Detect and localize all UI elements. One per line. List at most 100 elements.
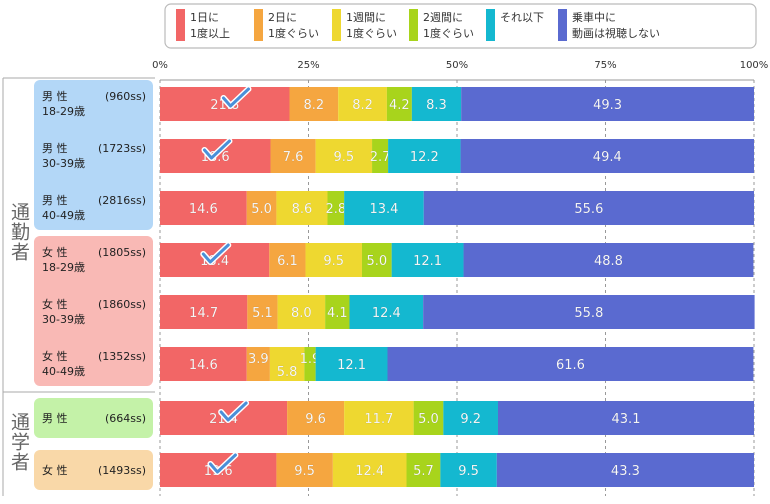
bar-segment xyxy=(406,453,441,487)
bar-segment xyxy=(327,191,345,225)
bar-value-label: 49.3 xyxy=(593,98,622,113)
bar-segment xyxy=(246,191,277,225)
legend-label: 1週間に xyxy=(346,11,386,24)
bar-segment xyxy=(247,295,278,329)
bar-value-label: 48.8 xyxy=(594,254,623,269)
category-age: 18-29歳 xyxy=(42,105,85,118)
bar-value-label: 14.6 xyxy=(189,202,218,217)
category-label: 男 性 xyxy=(42,411,68,425)
bar-value-label: 43.1 xyxy=(612,412,641,427)
bar-value-label: 12.2 xyxy=(410,150,439,165)
legend-label: それ以下 xyxy=(500,11,544,24)
legend-label: 1度以上 xyxy=(190,26,230,40)
bar-segment xyxy=(411,87,462,121)
legend-label: 1日に xyxy=(190,11,219,24)
legend-label: 1度ぐらい xyxy=(346,26,397,40)
check-icon xyxy=(219,401,248,422)
bar-segment xyxy=(315,347,388,381)
bar-value-label: 4.1 xyxy=(327,306,348,321)
x-tick-label: 75% xyxy=(594,60,616,71)
bar-segment xyxy=(305,243,362,277)
legend-label: 1度ぐらい xyxy=(423,26,474,40)
bar-segment xyxy=(304,347,316,381)
bar-value-label: 5.8 xyxy=(277,365,298,380)
category-sample-size: (1723ss) xyxy=(98,142,146,155)
bar-segment xyxy=(496,453,754,487)
category-sample-size: (1352ss) xyxy=(98,350,146,363)
bar-value-label: 13.4 xyxy=(369,202,398,217)
category-label: 女 性 xyxy=(42,463,68,477)
x-tick-label: 0% xyxy=(152,60,168,71)
bar-value-label: 9.2 xyxy=(460,412,481,427)
bar-segment xyxy=(387,347,754,381)
category-box xyxy=(34,398,153,438)
bar-segment xyxy=(344,401,414,435)
bar-value-label: 9.6 xyxy=(305,412,326,427)
check-icon xyxy=(202,139,231,160)
category-age: 18-29歳 xyxy=(42,261,85,274)
x-tick-label: 50% xyxy=(446,60,468,71)
bar-value-label: 2.8 xyxy=(325,202,346,217)
bar-value-label: 9.5 xyxy=(294,464,315,479)
bar-segment xyxy=(463,243,754,277)
bar-segment xyxy=(160,347,247,381)
bar-segment xyxy=(388,139,461,173)
check-icon xyxy=(201,243,230,264)
legend-label: 動画は視聴しない xyxy=(572,26,660,40)
bar-segment xyxy=(325,295,350,329)
category-age: 30-39歳 xyxy=(42,313,85,326)
bar-value-label: 5.1 xyxy=(252,306,273,321)
bar-segment xyxy=(344,191,424,225)
bar-value-label: 2.7 xyxy=(370,150,391,165)
category-age: 40-49歳 xyxy=(42,365,85,378)
bar-value-label: 5.0 xyxy=(418,412,439,427)
bar-value-label: 55.6 xyxy=(574,202,603,217)
bar-value-label: 7.6 xyxy=(283,150,304,165)
bar-value-label: 5.0 xyxy=(366,254,387,269)
bar-segment xyxy=(372,139,389,173)
bar-value-label: 8.0 xyxy=(291,306,312,321)
legend-label: 2日に xyxy=(268,11,297,24)
bar-value-label: 12.1 xyxy=(413,254,442,269)
bar-value-label: 8.2 xyxy=(304,98,325,113)
legend-swatch xyxy=(558,9,567,41)
bar-segment xyxy=(332,453,407,487)
bar-segment xyxy=(269,347,305,381)
bar-value-label: 12.4 xyxy=(372,306,401,321)
bar-value-label: 3.9 xyxy=(248,352,269,367)
bar-segment xyxy=(386,87,412,121)
bar-segment xyxy=(461,87,754,121)
bar-value-label: 43.3 xyxy=(611,464,640,479)
bar-segment xyxy=(338,87,387,121)
bar-segment xyxy=(413,401,444,435)
bar-segment xyxy=(349,295,424,329)
category-age: 30-39歳 xyxy=(42,157,85,170)
legend-label: 1度ぐらい xyxy=(268,26,319,40)
bar-value-label: 9.5 xyxy=(333,150,354,165)
legend-swatch xyxy=(486,9,495,41)
bar-value-label: 5.0 xyxy=(251,202,272,217)
bar-segment xyxy=(460,139,754,173)
bar-segment xyxy=(276,453,333,487)
bar-value-label: 9.5 xyxy=(323,254,344,269)
bar-segment xyxy=(270,139,316,173)
x-tick-label: 25% xyxy=(297,60,319,71)
category-label: 女 性 xyxy=(42,245,68,259)
bar-value-label: 6.1 xyxy=(277,254,298,269)
bar-value-label: 12.1 xyxy=(337,358,366,373)
category-sample-size: (960ss) xyxy=(105,90,146,103)
bar-segment xyxy=(440,453,497,487)
bar-segment xyxy=(391,243,464,277)
legend-label: 2週間に xyxy=(423,11,463,24)
category-sample-size: (1805ss) xyxy=(98,246,146,259)
category-sample-size: (1860ss) xyxy=(98,298,146,311)
legend-swatch xyxy=(176,9,185,41)
bar-segment xyxy=(287,401,345,435)
group-label-commuters: 通勤者 xyxy=(8,202,30,262)
bar-segment xyxy=(361,243,392,277)
legend-swatch xyxy=(254,9,263,41)
category-box xyxy=(34,450,153,490)
bar-value-label: 61.6 xyxy=(556,358,585,373)
legend-swatch xyxy=(332,9,341,41)
bar-value-label: 8.3 xyxy=(426,98,447,113)
